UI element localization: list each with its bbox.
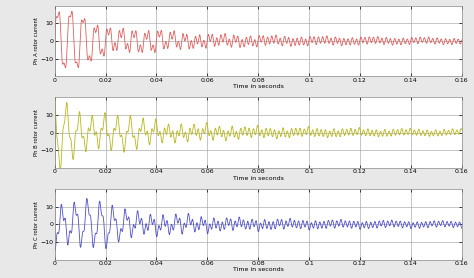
Y-axis label: Ph C rotor current: Ph C rotor current [34, 201, 39, 248]
Y-axis label: Ph A rotor current: Ph A rotor current [34, 17, 39, 64]
X-axis label: Time in seconds: Time in seconds [233, 84, 283, 89]
X-axis label: Time in seconds: Time in seconds [233, 267, 283, 272]
Y-axis label: Ph B rotor current: Ph B rotor current [34, 109, 39, 156]
X-axis label: Time in seconds: Time in seconds [233, 176, 283, 181]
